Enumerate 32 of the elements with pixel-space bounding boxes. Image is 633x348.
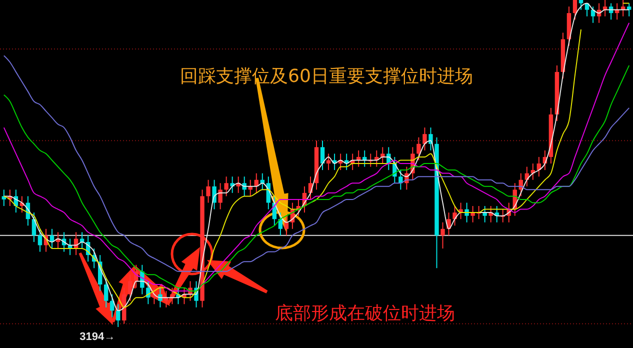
candlestick — [440, 222, 445, 250]
candlestick — [116, 304, 120, 328]
candlestick — [488, 206, 493, 223]
candlestick — [284, 215, 289, 236]
candlestick — [398, 170, 403, 190]
candlestick — [206, 179, 210, 204]
annotation: 回踩支撑位及60日重要支撑位时进场 — [180, 66, 473, 87]
candlestick — [572, 0, 578, 20]
candlestick — [422, 127, 427, 151]
candlestick — [326, 153, 331, 171]
candlestick — [212, 179, 216, 210]
candlestick — [482, 206, 487, 223]
candlestick — [218, 182, 222, 210]
text: 3194→ — [80, 331, 116, 343]
candlestick — [80, 232, 84, 250]
candlestick — [128, 274, 132, 302]
candlestick — [380, 146, 385, 164]
candlestick — [578, 0, 584, 10]
candlestick — [38, 228, 42, 252]
candlestick — [626, 2, 632, 17]
candlestick — [428, 127, 433, 151]
candlestick — [320, 140, 325, 171]
candlestick — [164, 290, 168, 308]
candlestick — [158, 287, 162, 308]
candlestick — [224, 176, 228, 197]
candlestick — [464, 202, 469, 223]
candlestick — [416, 136, 421, 161]
annotation: 底部形成在破位时进场 — [275, 303, 455, 324]
candlestick — [104, 277, 108, 308]
candlestick — [230, 176, 234, 194]
candlestick — [146, 280, 150, 305]
candlestick — [452, 206, 457, 226]
